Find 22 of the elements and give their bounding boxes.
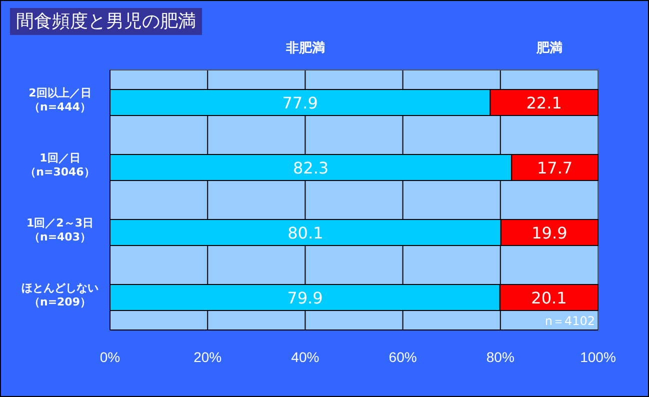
data-label: 77.9 — [282, 94, 318, 112]
x-tick-label: 20% — [194, 348, 222, 365]
data-label: 82.3 — [293, 158, 329, 178]
x-tick-label: 80% — [486, 348, 514, 365]
data-label: 79.9 — [287, 288, 323, 308]
chart-title: 間食頻度と男児の肥満 — [16, 11, 196, 32]
data-label: 22.1 — [526, 94, 562, 112]
data-label: 19.9 — [532, 224, 568, 242]
text: 肥満 — [535, 41, 562, 56]
y-tick-label: ほとんどしない（n=209） — [22, 282, 98, 308]
data-label: 17.7 — [537, 158, 573, 178]
data-label: 20.1 — [531, 288, 567, 308]
x-tick-label: 60% — [388, 348, 417, 365]
annotation: n＝4102 — [544, 314, 595, 328]
y-tick-label: 2回以上／日（n=444） — [28, 86, 92, 114]
data-label: 80.1 — [288, 224, 324, 242]
y-tick-label: 1回／日（n=3046） — [25, 152, 95, 178]
text: 非肥満 — [284, 41, 325, 56]
x-tick-label: 0% — [100, 348, 120, 365]
x-tick-label: 100% — [580, 348, 616, 365]
y-tick-label: 1回／2～3日（n=403） — [26, 216, 94, 244]
x-tick-label: 40% — [291, 348, 320, 365]
